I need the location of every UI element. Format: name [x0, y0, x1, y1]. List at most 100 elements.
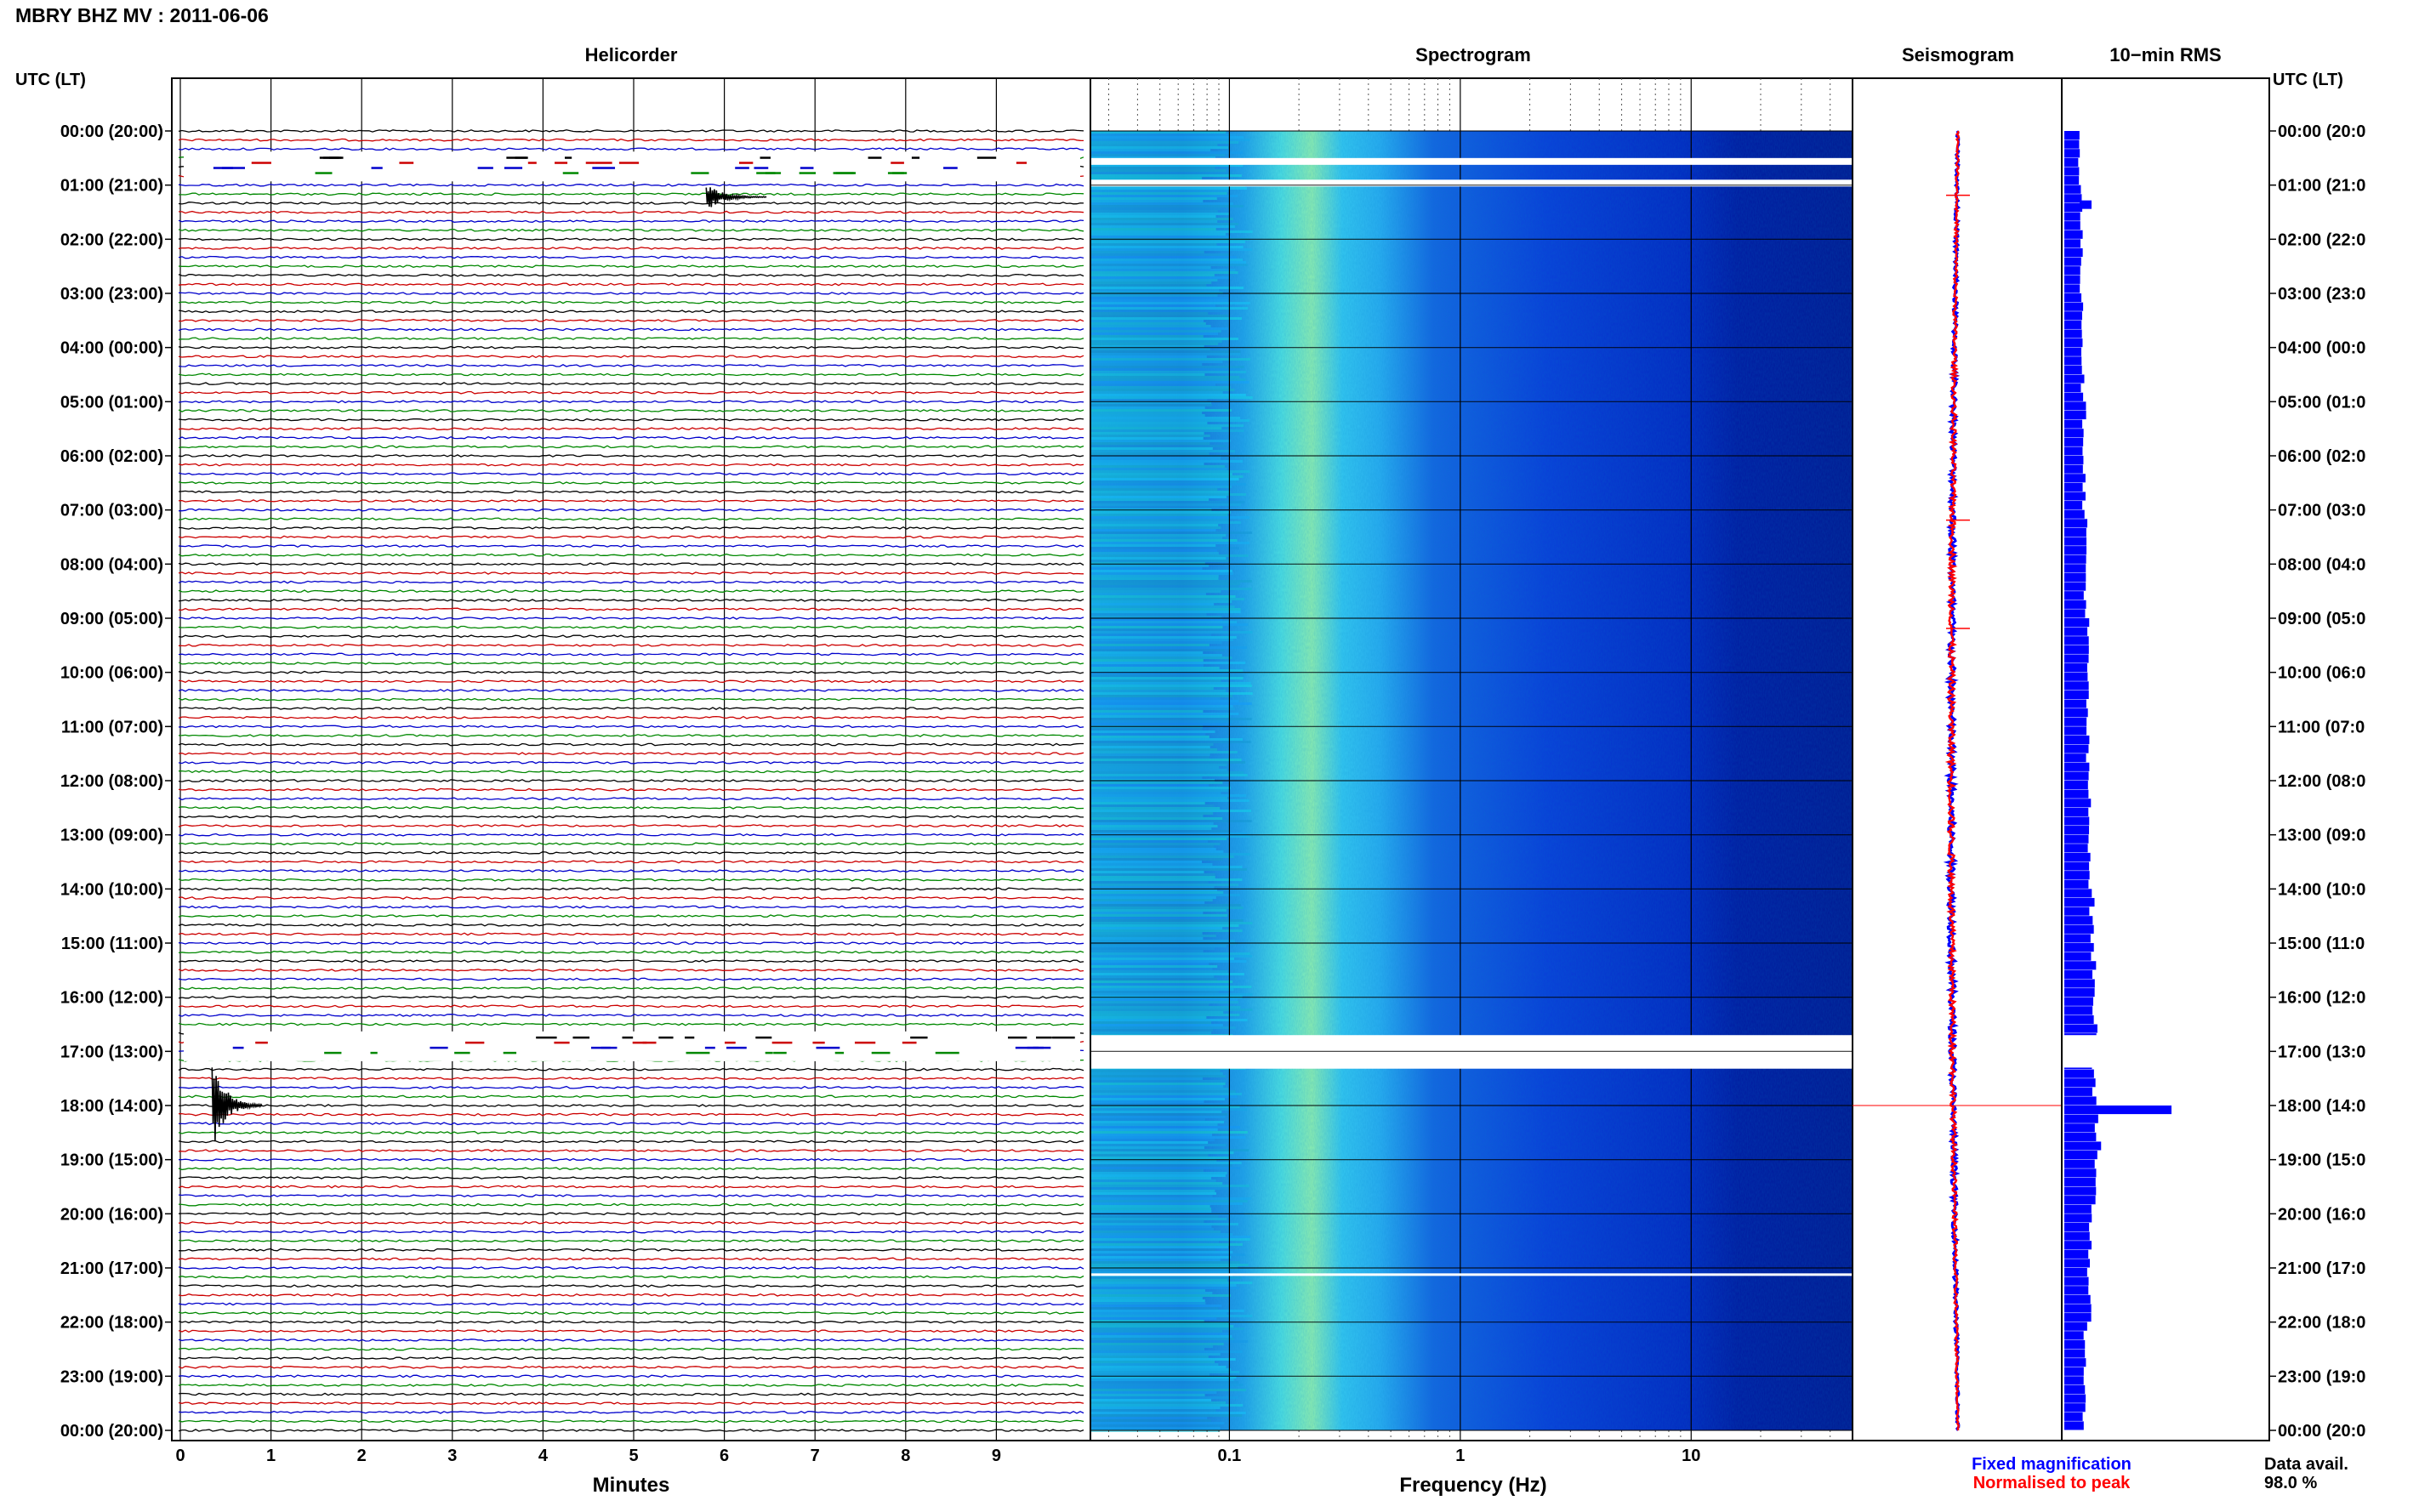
helicorder-trace: [178, 1175, 1084, 1179]
rms-bar: [2064, 916, 2093, 925]
spectrogram-band: [1091, 723, 1232, 725]
spectrogram-band: [1091, 396, 1253, 399]
spectrogram-band: [1091, 1271, 1230, 1274]
spectrogram-band: [1091, 1187, 1232, 1190]
rms-bar: [2064, 446, 2083, 456]
helicorder-gap-fragment: [622, 1036, 634, 1039]
rms-bar: [2064, 1249, 2089, 1259]
spectrogram-band: [1091, 1363, 1219, 1366]
rms-bar: [2064, 501, 2083, 510]
spectrogram-band: [1091, 1343, 1224, 1345]
spectrogram-band: [1091, 1070, 1221, 1072]
spectrogram-band: [1091, 220, 1218, 223]
spectrogram-gap: [1091, 157, 1852, 165]
spectrogram-band: [1091, 1098, 1226, 1100]
spectrogram-band: [1091, 855, 1234, 858]
rms-bar: [2064, 934, 2091, 943]
helicorder-trace: [178, 968, 1084, 972]
spectrogram-band: [1091, 1077, 1203, 1080]
spectrogram-band: [1091, 378, 1246, 381]
spectrogram-band: [1091, 1327, 1245, 1330]
spectrogram-band: [1091, 753, 1210, 756]
time-label-left: 16:00 (12:00): [60, 989, 163, 1008]
helicorder-trace: [178, 435, 1084, 440]
helicorder-tick-label: 2: [357, 1447, 367, 1465]
helicorder-gap-fragment: [370, 1051, 378, 1054]
spectrogram-band: [1091, 1261, 1240, 1264]
spectrogram-band: [1091, 169, 1227, 172]
spectrogram-band: [1091, 1371, 1240, 1373]
spectrogram-band: [1091, 294, 1218, 297]
spectrogram-band: [1091, 1083, 1226, 1085]
spectrogram-band: [1091, 952, 1250, 955]
spectrogram-band: [1091, 787, 1231, 789]
spectrogram-band: [1091, 715, 1231, 718]
spectrogram-band: [1091, 164, 1244, 167]
time-label-right: 07:00 (03:0: [2278, 502, 2365, 520]
spectrogram-band: [1091, 1353, 1221, 1356]
helicorder-event: [705, 187, 767, 207]
spectrogram-tick-label: 0.1: [1218, 1447, 1242, 1465]
spectrogram-xlabel: Frequency (Hz): [1399, 1474, 1546, 1497]
helicorder-gap-fragment: [799, 172, 817, 174]
helicorder-trace: [178, 697, 1084, 702]
spectrogram-band: [1091, 1021, 1212, 1024]
rms-bar: [2064, 1286, 2089, 1295]
spectrogram-band: [1091, 279, 1218, 281]
helicorder-gap-fragment: [902, 1041, 917, 1044]
helicorder-trace: [178, 707, 1084, 711]
spectrogram-band: [1091, 338, 1238, 340]
spectrogram-band: [1091, 674, 1244, 677]
helicorder-gap-fragment: [591, 1046, 611, 1049]
spectrogram-band: [1091, 1169, 1204, 1172]
spectrogram-band: [1091, 192, 1227, 195]
rms-bar: [2064, 952, 2092, 961]
helicorder-trace: [178, 815, 1084, 819]
spectrogram-band: [1091, 409, 1232, 412]
spectrogram-band: [1091, 1414, 1243, 1417]
helicorder-gap-fragment: [725, 1041, 736, 1044]
helicorder-trace: [178, 1384, 1084, 1387]
spectrogram-band: [1091, 1200, 1248, 1202]
spectrogram-band: [1091, 297, 1229, 299]
spectrogram-band: [1091, 1350, 1243, 1353]
helicorder-gap-fragment: [503, 1051, 517, 1054]
helicorder-trace: [179, 210, 1084, 214]
spectrogram-band: [1091, 935, 1216, 937]
spectrogram-band: [1091, 519, 1229, 521]
helicorder-gap-fragment: [251, 162, 271, 164]
spectrogram-band: [1091, 833, 1248, 835]
rms-bar: [2064, 771, 2089, 781]
rms-bar: [2064, 194, 2082, 203]
helicorder-trace: [178, 860, 1084, 864]
rms-bar: [2064, 464, 2083, 474]
spectrogram-band: [1091, 302, 1250, 304]
time-label-left: 20:00 (16:00): [60, 1205, 163, 1224]
spectrogram-band: [1091, 531, 1253, 534]
helicorder-trace: [178, 310, 1084, 314]
rms-bar: [2064, 708, 2088, 718]
spectrogram-band: [1091, 450, 1236, 452]
rms-bar: [2064, 997, 2094, 1006]
helicorder-trace: [178, 282, 1084, 287]
spectrogram-band: [1091, 1333, 1229, 1335]
spectrogram-band: [1091, 799, 1249, 802]
rms-bar: [2064, 1331, 2084, 1340]
helicorder-trace: [178, 652, 1084, 657]
rms-bar: [2064, 275, 2080, 284]
time-label-right: 23:00 (19:0: [2278, 1367, 2365, 1386]
helicorder-gap-fragment: [642, 1041, 657, 1044]
spectrogram-band: [1091, 473, 1232, 475]
spectrogram-band: [1091, 218, 1233, 220]
spectrogram-band: [1091, 669, 1244, 672]
rms-bar: [2064, 591, 2084, 600]
time-label-left: 21:00 (17:00): [60, 1259, 163, 1278]
spectrogram-band: [1091, 891, 1224, 894]
spectrogram-band: [1091, 187, 1248, 190]
helicorder-gap-fragment: [910, 1036, 928, 1039]
rms-bar: [2064, 672, 2088, 681]
time-label-right: 19:00 (15:0: [2278, 1151, 2365, 1170]
spectrogram-band: [1091, 1014, 1240, 1016]
spectrogram-band: [1091, 539, 1238, 542]
spectrogram-band: [1091, 274, 1215, 276]
